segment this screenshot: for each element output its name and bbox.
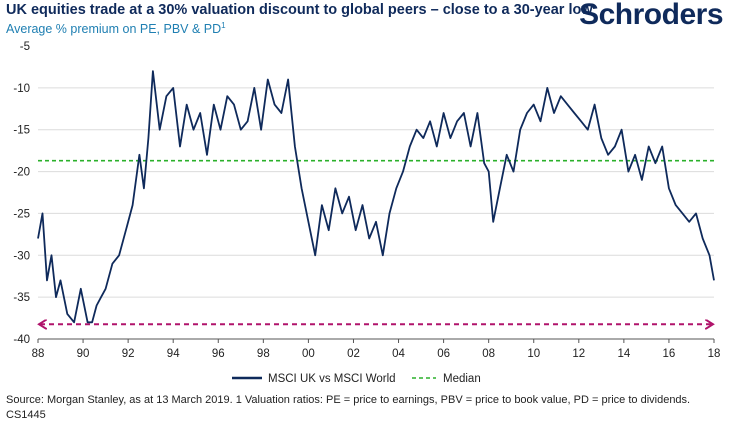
x-tick-label: 92 xyxy=(122,348,135,360)
y-tick-label: -30 xyxy=(13,250,30,262)
x-tick-label: 96 xyxy=(212,348,225,360)
legend: MSCI UK vs MSCI World Median xyxy=(232,373,481,385)
y-tick-label: -25 xyxy=(13,208,30,220)
series-line-msci-uk-vs-world xyxy=(37,70,715,324)
x-tick-label: 90 xyxy=(77,348,90,360)
x-tick-label: 06 xyxy=(437,348,450,360)
y-tick-label: -40 xyxy=(13,334,30,346)
chart-subtitle: Average % premium on PE, PBV & PD1 xyxy=(6,21,226,36)
x-tick-label: 08 xyxy=(482,348,495,360)
y-axis-ticks: -5 -10 -15 -20 -25 -30 -35 -40 xyxy=(13,41,30,346)
x-tick-label: 88 xyxy=(32,348,45,360)
x-tick-label: 12 xyxy=(572,348,585,360)
y-tick-label: -5 xyxy=(20,41,30,53)
gridlines xyxy=(38,87,714,298)
source-line-1: Source: Morgan Stanley, as at 13 March 2… xyxy=(6,394,691,406)
y-tick-label: -10 xyxy=(13,83,30,95)
y-tick-label: -15 xyxy=(13,125,30,137)
chart-title: UK equities trade at a 30% valuation dis… xyxy=(6,2,593,18)
subtitle-text: Average % premium on PE, PBV & PD xyxy=(6,22,222,37)
x-tick-label: 14 xyxy=(617,348,630,360)
y-tick-label: -20 xyxy=(13,167,30,179)
source-note: Source: Morgan Stanley, as at 13 March 2… xyxy=(6,393,721,423)
x-tick-label: 16 xyxy=(663,348,676,360)
schroders-logo: Schroders xyxy=(579,0,723,31)
y-tick-label: -35 xyxy=(13,292,30,304)
x-axis-ticks: 88 90 92 94 96 98 00 02 04 06 08 10 12 14 16 18 xyxy=(32,339,721,360)
legend-label-median: Median xyxy=(443,373,481,385)
subtitle-footnote-marker: 1 xyxy=(221,21,226,30)
x-tick-label: 98 xyxy=(257,348,270,360)
legend-label-series: MSCI UK vs MSCI World xyxy=(268,373,396,385)
source-line-2: CS1445 xyxy=(6,409,46,421)
x-tick-label: 18 xyxy=(708,348,721,360)
x-tick-label: 94 xyxy=(167,348,180,360)
x-tick-label: 10 xyxy=(527,348,540,360)
x-tick-label: 00 xyxy=(302,348,315,360)
x-tick-label: 02 xyxy=(347,348,360,360)
x-tick-label: 04 xyxy=(392,348,405,360)
